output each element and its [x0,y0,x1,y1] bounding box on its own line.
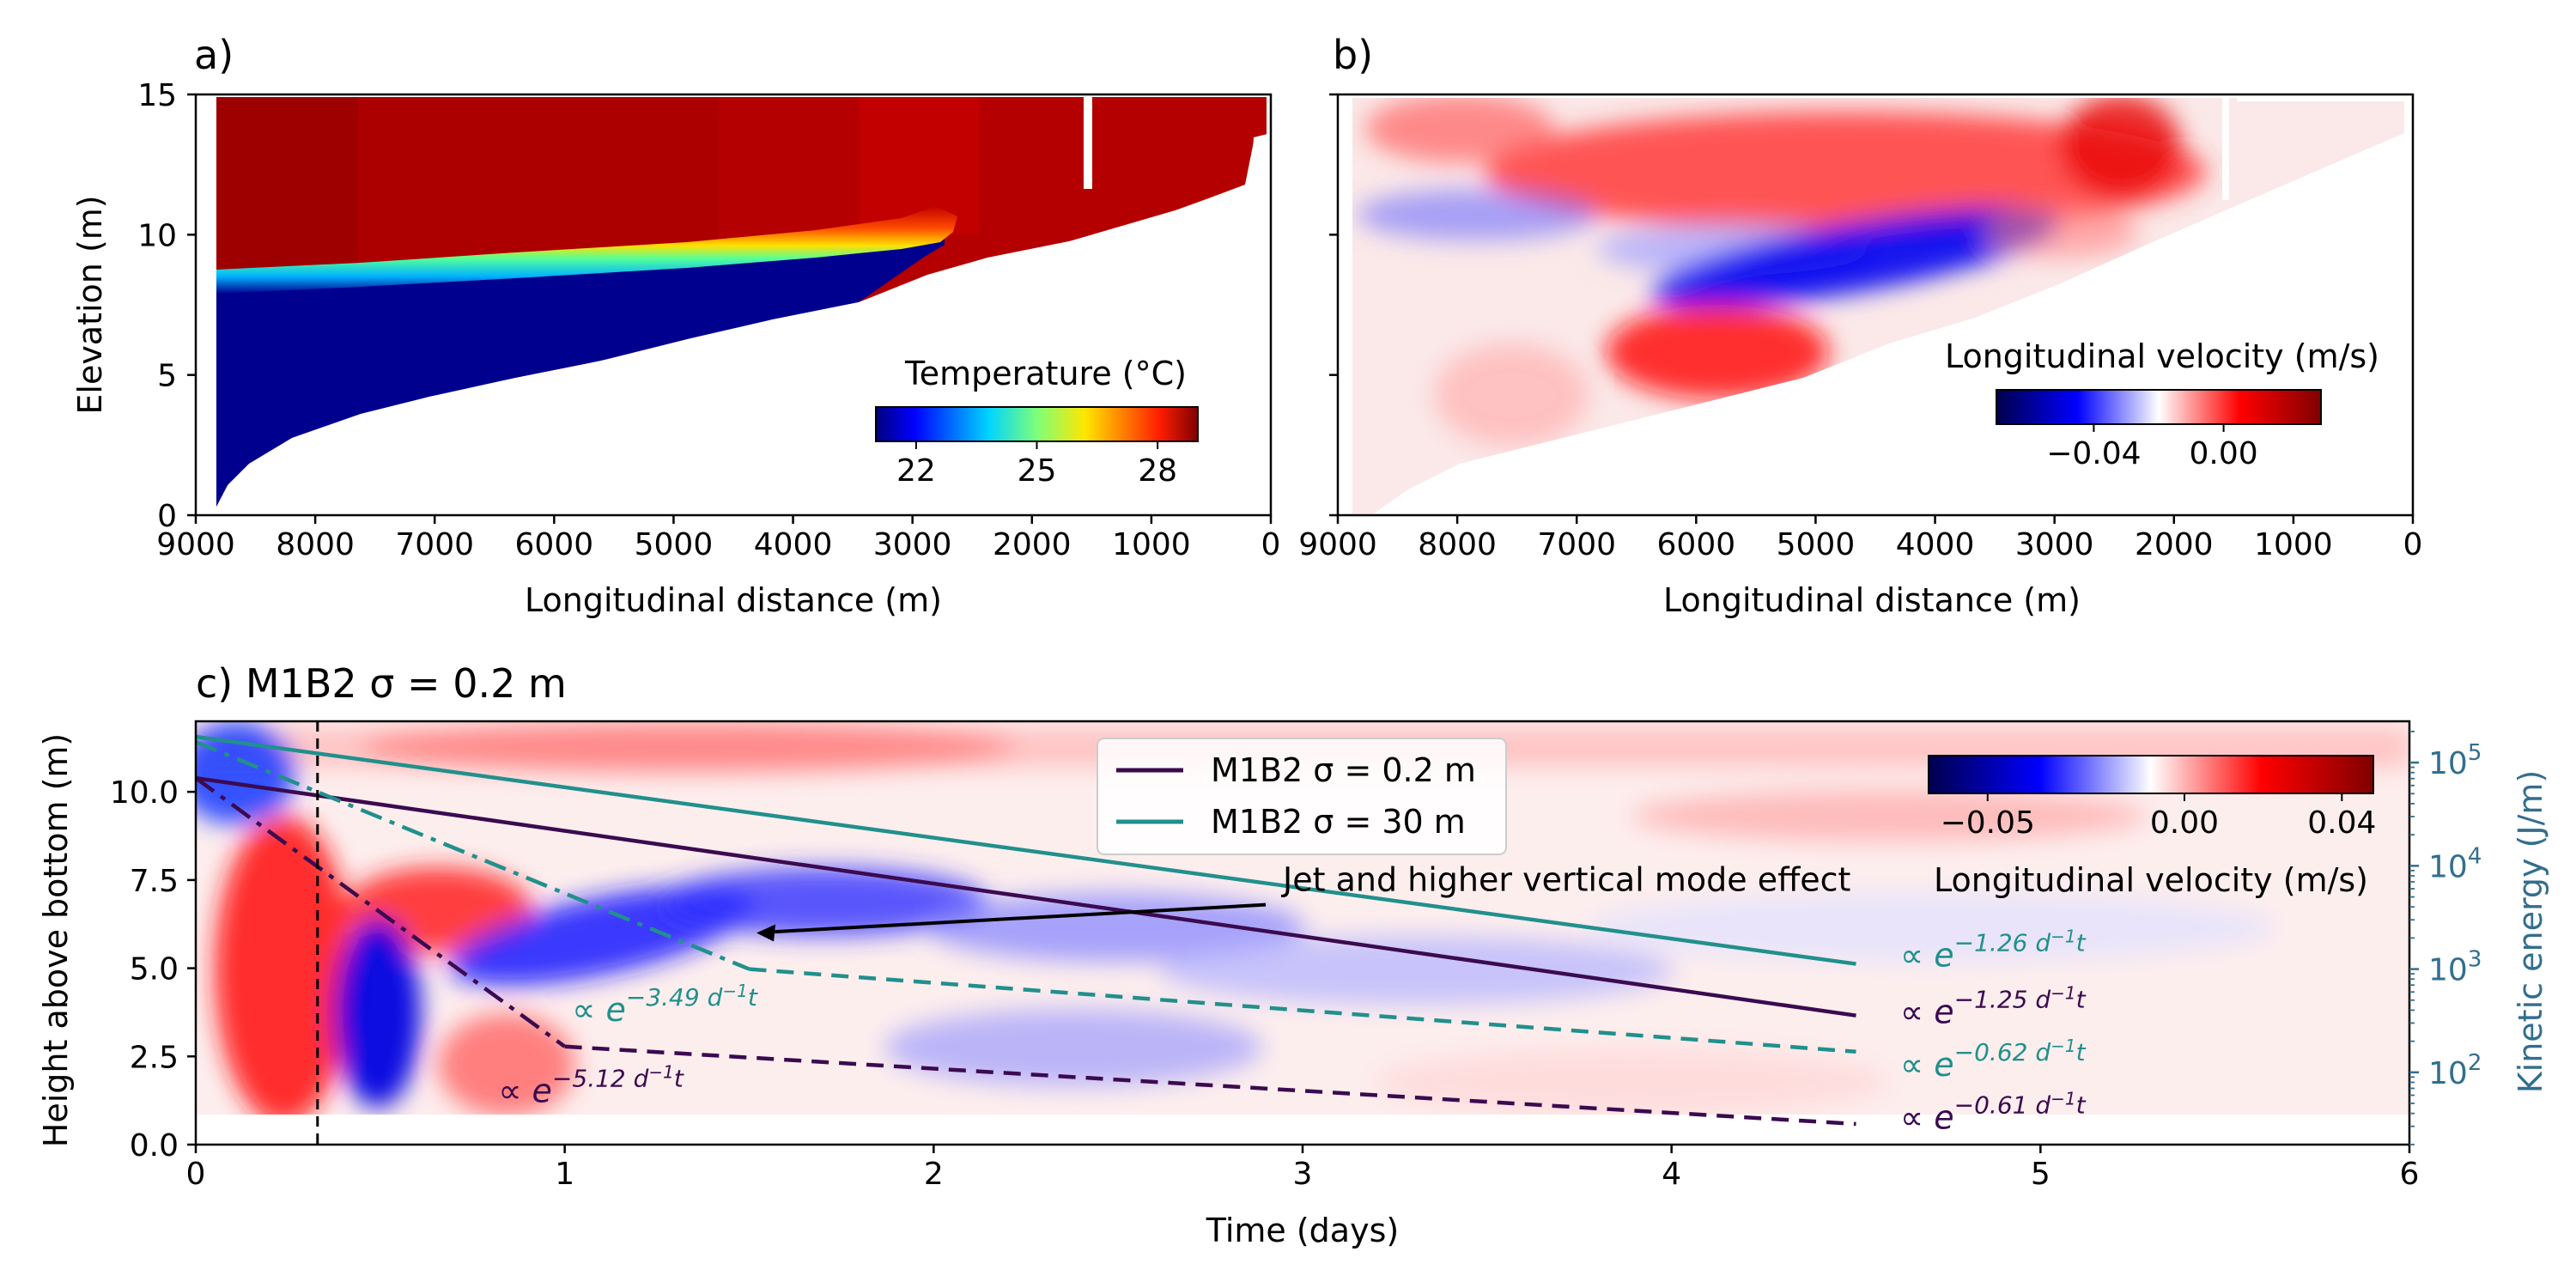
decay-annotation: ∝ e−1.25 d−1t [1900,982,2087,1030]
energy-series-5 [564,1044,1856,1127]
b-xtick-label: 2000 [2135,527,2214,562]
c-xtick-label: 6 [2400,1157,2420,1192]
panel-b-colorbar: Longitudinal velocity (m/s) −0.04 0.00 [1945,337,2379,471]
colorbar-a-label: Temperature (°C) [904,355,1187,392]
a-ytick-label: 15 [137,78,177,113]
panel-c-title: c) M1B2 σ = 0.2 m [196,660,567,707]
panel-c-xlabel: Time (days) [1206,1212,1399,1249]
a-xtick-label: 3000 [873,527,952,562]
a-ytick-label: 10 [137,218,177,253]
colorbar-tick-label: −0.05 [1941,805,2035,841]
panel-c-x-axis: 0 1 2 3 4 5 6 [186,1145,2420,1192]
energy-lines [194,734,1856,1127]
c-y2tick-label: 102 [2428,1050,2482,1091]
b-xtick-label: 1000 [2254,527,2333,562]
a-xtick-label: 9000 [156,527,235,562]
b-xtick-label: 7000 [1537,527,1616,562]
c-y2tick-label: 103 [2428,947,2482,988]
c-ytick-label: 10.0 [110,775,179,811]
energy-series-2 [195,734,1856,966]
panel-b-frame [1336,93,2415,517]
panel-a-y-axis: 0 5 10 15 [137,78,196,534]
a-xtick-label: 1000 [1112,527,1191,562]
b-xtick-label: 8000 [1418,527,1497,562]
panel-a-label: a) [194,32,234,78]
a-xtick-label: 2000 [993,527,1072,562]
temperature-field [196,94,1271,515]
panel-b-y-axis [1329,93,1338,517]
panel-c-ylabel: Height above bottom (m) [37,733,75,1147]
a-xtick-label: 4000 [754,527,833,562]
panel-b-x-axis: 9000 8000 7000 6000 5000 4000 3000 2000 1000 0 [1298,515,2422,562]
c-xtick-label: 0 [186,1157,206,1192]
energy-series-3 [194,776,566,1048]
colorbar-tick-label: 22 [896,453,936,489]
b-xtick-label: 6000 [1657,527,1736,562]
colorbar-tick-label: 0.00 [2150,805,2219,841]
panel-b: b) 9000 8000 7000 6000 5000 4000 3000 200 [1298,32,2422,619]
decay-rate-annotations: ∝ e−5.12 d−1t ∝ e−3.49 d−1t ∝ e−1.26 d−1t ∝… [498,927,2086,1137]
jet-annotation-text: Jet and higher vertical mode effect [1281,861,1850,899]
panel-c-colorbar: −0.05 0.00 0.04 Longitudinal velocity (m/s… [1928,755,2376,899]
panel-a-frame [194,93,1273,517]
decay-annotation: ∝ e−0.61 d−1t [1900,1089,2087,1137]
colorbar-c-label: Longitudinal velocity (m/s) [1934,861,2368,899]
c-ytick-label: 7.5 [130,864,179,899]
panel-c-ylabel-right: Kinetic energy (J/m) [2512,770,2549,1094]
colorbar-tick-label: 25 [1018,453,1057,489]
c-xtick-label: 2 [924,1157,944,1192]
a-xtick-label: 7000 [395,527,474,562]
legend-entry-2: M1B2 σ = 30 m [1211,803,1466,841]
colorbar-tick-label: −0.04 [2046,436,2141,471]
b-xtick-label: 4000 [1896,527,1975,562]
decay-annotation: ∝ e−0.62 d−1t [1900,1036,2087,1084]
c-xtick-label: 1 [555,1157,574,1192]
c-ytick-label: 0.0 [130,1128,179,1163]
legend-entry-1: M1B2 σ = 0.2 m [1211,751,1476,789]
a-xtick-label: 0 [1261,527,1281,562]
panel-b-xlabel: Longitudinal distance (m) [1663,581,2081,619]
c-ytick-label: 5.0 [130,952,179,987]
decay-annotation: ∝ e−5.12 d−1t [498,1062,684,1110]
c-ytick-label: 2.5 [130,1040,179,1075]
c-xtick-label: 4 [1662,1157,1681,1192]
energy-series-6 [749,967,1856,1054]
b-xtick-label: 0 [2403,527,2423,562]
c-y2tick-label: 105 [2428,740,2482,781]
panel-a-xlabel: Longitudinal distance (m) [525,581,942,619]
b-xtick-label: 9000 [1298,527,1377,562]
panel-a-x-axis: 9000 8000 7000 6000 5000 4000 3000 2000 1000 0 [156,515,1280,562]
b-xtick-label: 5000 [1777,527,1856,562]
panel-c-y2-axis: 102 103 104 105 [2409,731,2482,1145]
panel-c: c) M1B2 σ = 0.2 m [37,660,2549,1249]
panel-a-colorbar: Temperature (°C) 22 25 28 [875,355,1199,489]
c-y2tick-label: 104 [2428,843,2482,884]
a-ytick-label: 0 [157,499,177,534]
decay-annotation: ∝ e−1.26 d−1t [1900,927,2087,975]
panel-a: a) 9000 8000 7000 6000 5000 4000 3000 2000 1000 0… [71,32,1280,619]
b-xtick-label: 3000 [2015,527,2094,562]
panel-b-label: b) [1333,32,1373,78]
a-xtick-label: 5000 [635,527,714,562]
annotation-arrow-shaft [768,902,1267,934]
c-xtick-label: 3 [1293,1157,1313,1192]
a-xtick-label: 6000 [515,527,594,562]
a-ytick-label: 5 [157,359,177,394]
decay-annotation: ∝ e−3.49 d−1t [572,981,758,1029]
panel-a-ylabel: Elevation (m) [71,195,109,414]
energy-series-4 [195,739,750,971]
annotation-arrowhead [756,924,776,942]
colorbar-tick-label: 0.04 [2307,805,2376,841]
panel-c-legend: M1B2 σ = 0.2 m M1B2 σ = 30 m [1097,738,1507,855]
energy-series-1 [195,775,1856,1018]
panel-c-y-axis: 0.0 2.5 5.0 7.5 10.0 [110,775,196,1163]
colorbar-b-label: Longitudinal velocity (m/s) [1945,337,2379,375]
a-xtick-label: 8000 [276,527,355,562]
jet-annotation: Jet and higher vertical mode effect [756,861,1850,942]
colorbar-tick-label: 0.00 [2190,436,2258,471]
colorbar-tick-label: 28 [1138,453,1177,489]
c-xtick-label: 5 [2031,1157,2050,1192]
